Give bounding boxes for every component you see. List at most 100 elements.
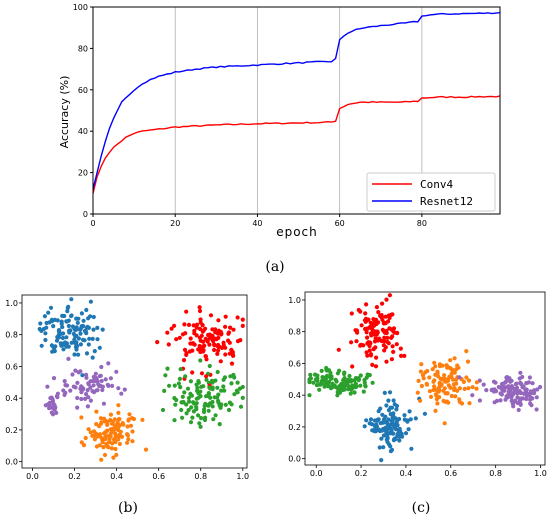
scatter-point [75, 380, 80, 385]
scatter-point [325, 373, 330, 378]
scatter-point [94, 409, 99, 414]
scatter-point [79, 396, 84, 402]
scatter-point [222, 388, 227, 393]
scatter-point [76, 370, 81, 375]
scatter-point [218, 359, 223, 364]
scatter-point [93, 371, 98, 376]
scatter-point [235, 380, 240, 385]
scatter-point [213, 378, 218, 383]
scatter-point [190, 348, 195, 353]
scatter-point [333, 377, 338, 382]
scatter-point [346, 387, 351, 392]
scatter-point [212, 347, 217, 353]
scatter-point [385, 432, 390, 437]
x-axis-label: epoch [276, 225, 318, 239]
scatter-point [506, 384, 511, 389]
scatter-point [165, 366, 170, 371]
scatter-point [427, 375, 432, 380]
scatter-point [527, 375, 533, 380]
scatter-point [97, 373, 103, 379]
scatter-point [498, 398, 503, 403]
scatter-point [391, 398, 396, 403]
scatter-point [86, 427, 91, 432]
scatter-point [88, 299, 93, 304]
scatter-point [516, 407, 521, 413]
scatter-point [446, 400, 451, 405]
scatter-point [407, 409, 412, 414]
scatter-point [217, 403, 222, 408]
scatter-point [188, 379, 193, 384]
scatter-point [212, 395, 217, 400]
scatter-point [76, 336, 81, 341]
scatter-point [207, 363, 212, 369]
scatter-point [433, 364, 438, 369]
scatter-point [373, 345, 378, 350]
scatter-point [432, 384, 437, 389]
scatter-point [467, 401, 472, 406]
scatter-point [229, 347, 234, 352]
scatter-point [449, 375, 454, 380]
scatter-point [201, 339, 206, 344]
scatter-point [433, 372, 438, 377]
scatter-point [90, 336, 95, 341]
scatter-point [91, 383, 96, 388]
scatter-point [386, 442, 392, 447]
scatter-point [79, 415, 84, 420]
scatter-point [61, 331, 66, 336]
scatter-point [442, 386, 447, 391]
scatter-point [57, 328, 62, 334]
scatter-point [318, 382, 324, 387]
scatter-point [48, 305, 54, 310]
scatter-point [358, 343, 363, 348]
accuracy-line-chart: 0 20 40 60 80 0 20 40 60 80 100 Accuracy (%) epoch… [58, 3, 501, 239]
scatter-point [181, 358, 187, 363]
scatter-point [82, 338, 87, 343]
scatter-point [223, 345, 228, 350]
scatter-point [363, 384, 368, 389]
scatter-point [125, 432, 130, 437]
scatter-point [240, 323, 245, 328]
panel-label-b: (b) [118, 500, 138, 516]
scatter-point [110, 426, 115, 432]
scatter-point [311, 380, 316, 385]
scatter-point [413, 416, 418, 421]
scatter-point [115, 426, 120, 432]
scatter-point [394, 419, 399, 425]
panel-label-a: (a) [265, 259, 284, 275]
scatter-point [107, 436, 112, 441]
scatter-point [188, 336, 193, 341]
y-tick-label: 0.8 [288, 328, 301, 337]
scatter-point [204, 374, 209, 379]
scatter-point [172, 323, 177, 328]
scatter-point [84, 392, 89, 397]
scatter-point [386, 408, 392, 413]
scatter-point [72, 326, 77, 331]
scatter-point [343, 378, 348, 383]
scatter-point [489, 387, 494, 392]
scatter-point [457, 397, 462, 402]
scatter-point [378, 314, 383, 319]
scatter-point [162, 388, 167, 393]
scatter-point [216, 342, 221, 348]
scatter-point [442, 376, 447, 381]
scatter-point [386, 341, 391, 346]
scatter-point [428, 394, 434, 399]
scatter-point [226, 338, 231, 343]
scatter-point [435, 401, 440, 406]
scatter-point [201, 349, 206, 354]
scatter-point [91, 374, 96, 380]
scatter-point [106, 361, 111, 366]
scatter-point [384, 297, 389, 302]
scatter-point [433, 408, 438, 413]
scatter-point [109, 446, 114, 451]
scatter-point [196, 391, 201, 396]
points-c [307, 293, 543, 463]
x-tick-label: 1.0 [236, 472, 249, 481]
scatter-point [84, 307, 89, 313]
y-tick-label: 0.2 [5, 426, 18, 435]
scatter-point [379, 458, 384, 463]
scatter-point [87, 336, 92, 341]
scatter-point [335, 393, 340, 398]
scatter-point [240, 395, 245, 400]
scatter-point [223, 314, 228, 319]
